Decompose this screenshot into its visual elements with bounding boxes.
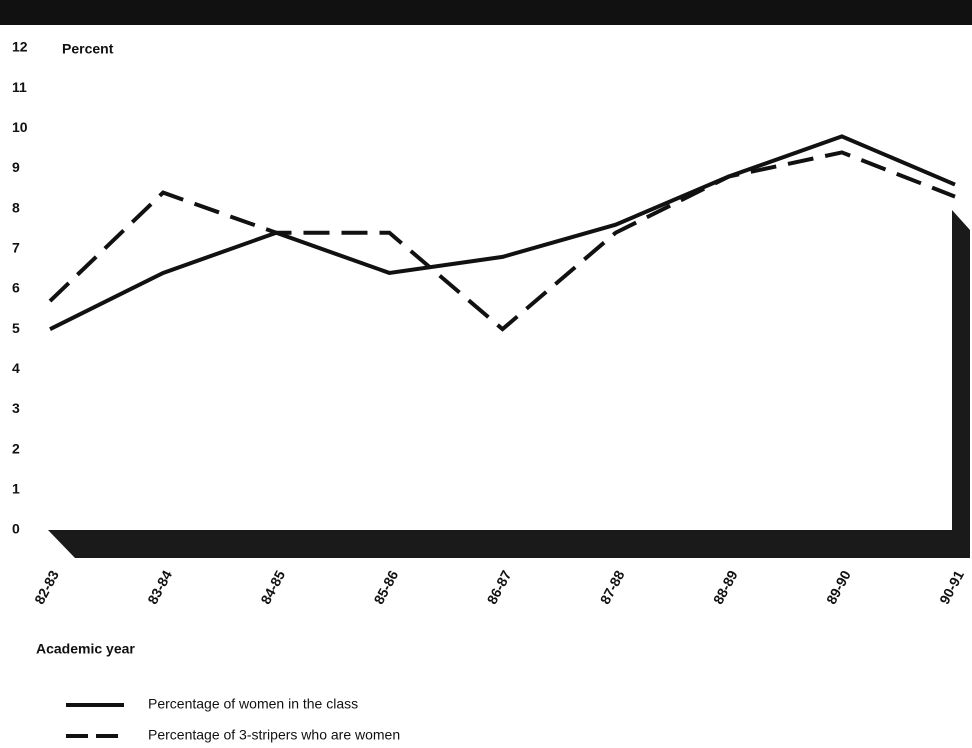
x-axis-label: Academic year	[36, 641, 135, 657]
x-tick-label: 90-91	[936, 567, 967, 606]
right-wall	[952, 210, 970, 558]
x-tick-label: 84-85	[257, 567, 288, 606]
x-tick-label: 83-84	[144, 567, 175, 606]
y-tick-label: 9	[12, 159, 20, 175]
y-tick-label: 6	[12, 280, 20, 296]
top-band	[0, 0, 972, 25]
x-tick-label: 89-90	[823, 567, 854, 606]
legend-label: Percentage of women in the class	[148, 696, 358, 712]
y-tick-label: 3	[12, 400, 20, 416]
y-tick-label: 2	[12, 440, 20, 456]
y-tick-label: 4	[12, 360, 20, 376]
y-tick-label: 0	[12, 521, 20, 537]
x-tick-label: 86-87	[483, 567, 514, 606]
y-tick-label: 8	[12, 199, 20, 215]
x-tick-label: 88-89	[710, 567, 741, 606]
y-tick-label: 1	[12, 481, 20, 497]
y-tick-label: 11	[12, 79, 27, 95]
x-tick-label: 85-86	[370, 567, 401, 606]
floor	[48, 530, 970, 558]
legend-label: Percentage of 3-stripers who are women	[148, 727, 400, 743]
x-tick-label: 87-88	[597, 567, 628, 606]
series-line	[49, 134, 956, 331]
y-tick-label: 10	[12, 119, 28, 135]
x-tick-label: 82-83	[31, 567, 62, 606]
y-tick-label: 7	[12, 240, 20, 256]
series-line	[48, 150, 956, 332]
y-tick-label: 12	[12, 39, 28, 55]
y-axis-label: Percent	[62, 41, 114, 57]
y-tick-label: 5	[12, 320, 20, 336]
